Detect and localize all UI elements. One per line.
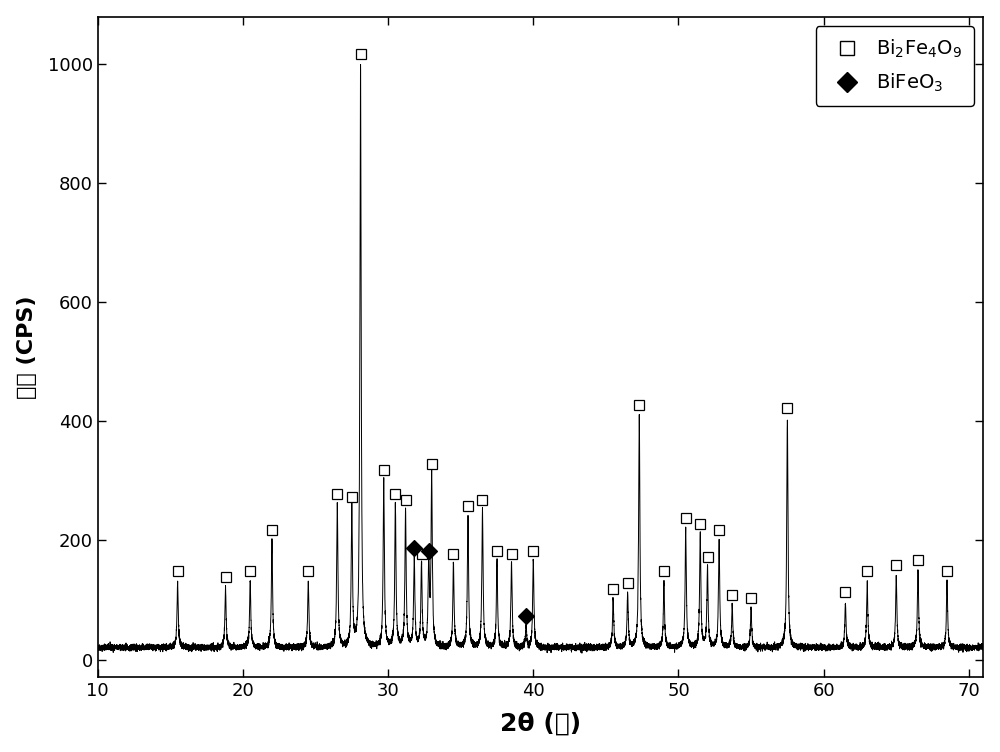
X-axis label: 2θ (度): 2θ (度) — [500, 711, 581, 735]
Legend: Bi$_2$Fe$_4$O$_9$, BiFeO$_3$: Bi$_2$Fe$_4$O$_9$, BiFeO$_3$ — [816, 26, 974, 106]
Y-axis label: 强度 (CPS): 强度 (CPS) — [17, 296, 37, 399]
